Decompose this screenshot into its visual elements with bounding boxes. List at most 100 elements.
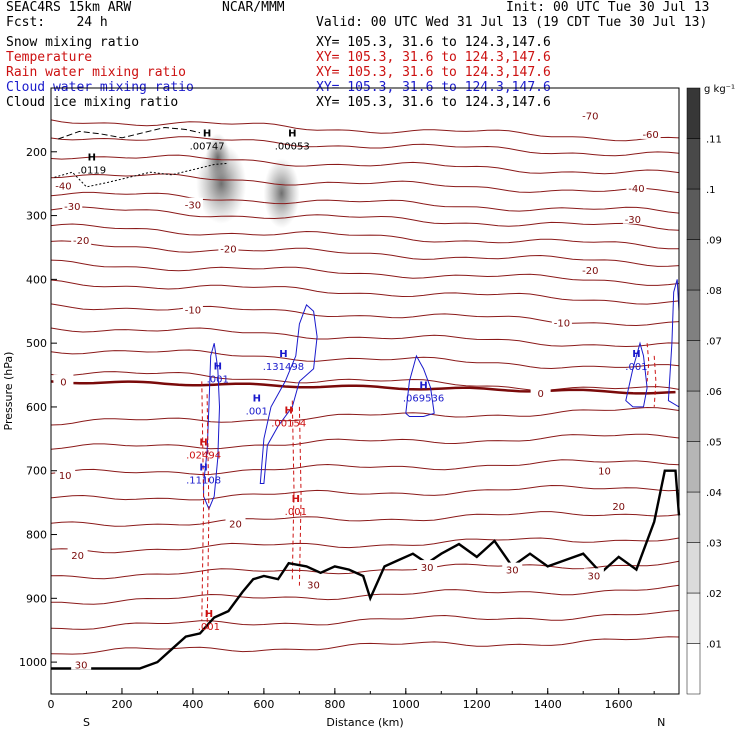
isotherm-19: [50, 537, 680, 554]
colorbar-tick-9: .1: [706, 185, 716, 196]
cloud-water-contour-3: [625, 341, 648, 408]
model-title: SEAC4RS 15km ARW: [6, 0, 132, 15]
field-name-rain: Rain water mixing ratio: [6, 65, 187, 80]
isotherm-21: [50, 584, 680, 605]
isotherm-13: [50, 371, 680, 391]
maximum-label-10: .02494: [186, 450, 221, 461]
isotherm-8: [50, 259, 680, 286]
colorbar-cell-7: [686, 289, 701, 341]
colorbar-cell-5: [686, 390, 701, 442]
temp-label-18: 20: [71, 551, 84, 562]
isotherm-14: [50, 406, 680, 426]
maximum-label-8: .11108: [186, 475, 221, 486]
y-tick-label-6: 800: [26, 529, 47, 542]
maximum-marker-1: H: [203, 129, 211, 140]
field-xy-snow: XY= 105.3, 31.6 to 124.3,147.6: [316, 35, 551, 50]
temp-label-14: 10: [59, 471, 72, 482]
temp-label-bg-2: [53, 178, 74, 191]
temp-label-3: -40: [628, 184, 644, 195]
isotherm-4: [50, 191, 680, 214]
temp-label-bg-8: [218, 241, 239, 254]
colorbar-cell-1: [686, 592, 701, 644]
org-title: NCAR/MMM: [222, 0, 285, 15]
temp-label-13: 0: [537, 389, 543, 400]
isotherm-11: [50, 327, 680, 348]
temp-label-21: 30: [506, 566, 519, 577]
temp-label-bg-9: [580, 262, 601, 275]
freezing-line: [50, 380, 676, 395]
colorbar-cell-9: [686, 188, 701, 240]
temp-label-bg-4: [62, 199, 83, 212]
temp-label-10: -10: [185, 305, 201, 316]
maximum-label-0: .0119: [77, 165, 106, 176]
rain-contour-5: [653, 355, 657, 407]
temp-label-bg-5: [182, 197, 203, 210]
colorbar-cell-6: [686, 340, 701, 392]
isotherm-20: [50, 560, 680, 580]
temp-label-19: 30: [307, 580, 320, 591]
colorbar-cell-2: [686, 542, 701, 594]
isotherm-16: [50, 459, 680, 476]
temp-label-bg-14: [55, 468, 76, 481]
axes: 0 200 400 600 800 1000 1200 1400 160020030040050…: [2, 87, 680, 729]
colorbar: .01 .02 .03 .04 .05 .06 .07 .08 .09 .1 .11 g kg⁻¹: [686, 84, 735, 695]
isotherm-22: [50, 610, 680, 630]
x-tick-label-8: 1600: [605, 698, 633, 711]
field-name-snow: Snow mixing ratio: [6, 35, 140, 50]
temp-label-9: -20: [582, 266, 598, 277]
maximum-label-1: .00747: [190, 142, 225, 153]
temp-label-20: 30: [421, 563, 434, 574]
cloud-water-contour-2: [405, 354, 435, 417]
temp-label-bg-7: [71, 232, 92, 245]
colorbar-tick-7: .08: [706, 286, 722, 297]
y-tick-label-7: 900: [26, 592, 47, 605]
terrain-profile: [51, 469, 681, 670]
isotherm-2: [50, 154, 680, 175]
temp-label-bg-22: [583, 568, 604, 581]
maximum-label-12: .001: [198, 622, 220, 633]
colorbar-tick-3: .04: [706, 488, 722, 499]
temp-label-bg-19: [303, 577, 324, 590]
rain-contour-3: [298, 406, 302, 586]
temp-label-bg-17: [608, 498, 629, 511]
y-tick-label-8: 1000: [19, 656, 47, 669]
isotherm-3: [50, 173, 680, 194]
cloud-water-contour-1: [259, 304, 318, 484]
temp-label-17: 20: [612, 502, 625, 513]
temperature-contours: [50, 119, 680, 655]
x-tick-label-5: 1000: [392, 698, 420, 711]
valid-time: Valid: 00 UTC Wed 31 Jul 13 (19 CDT Tue …: [316, 15, 708, 30]
field-xy-cloud-ice: XY= 105.3, 31.6 to 124.3,147.6: [316, 95, 551, 110]
temp-label-bg-12: [53, 374, 74, 387]
isotherm-1: [50, 136, 680, 157]
maximum-label-4: .069536: [403, 394, 444, 405]
isotherm-23: [50, 636, 680, 655]
colorbar-tick-6: .07: [706, 337, 722, 348]
maximum-marker-6: H: [214, 362, 222, 373]
rain-contours: [201, 343, 657, 631]
temp-label-bg-13: [530, 385, 551, 398]
ice-shade-1: [263, 158, 300, 229]
terrain-line: [51, 469, 681, 670]
x-tick-label-0: 0: [48, 698, 55, 711]
snow-contour-top: [57, 126, 201, 140]
maximum-label-7: .001: [625, 362, 647, 373]
maximum-marker-10: H: [199, 437, 207, 448]
temp-label-2: -40: [55, 182, 71, 193]
temp-label-bg-21: [502, 562, 523, 575]
maximum-marker-8: H: [199, 462, 207, 473]
rain-contour-2: [291, 400, 295, 580]
temp-label-bg-1: [640, 126, 661, 139]
y-tick-label-3: 500: [26, 337, 47, 350]
rain-contour-4: [646, 343, 650, 382]
temp-label-bg-10: [182, 302, 203, 315]
temp-label-4: -30: [64, 202, 80, 213]
colorbar-tick-4: .05: [706, 438, 722, 449]
snow-contours: [54, 126, 229, 188]
init-time: Init: 00 UTC Tue 30 Jul 13: [506, 0, 710, 15]
y-tick-label-0: 200: [26, 146, 47, 159]
endpoint-north: N: [657, 716, 665, 729]
temp-label-bg-16: [225, 516, 246, 529]
maximum-marker-2: H: [288, 129, 296, 140]
